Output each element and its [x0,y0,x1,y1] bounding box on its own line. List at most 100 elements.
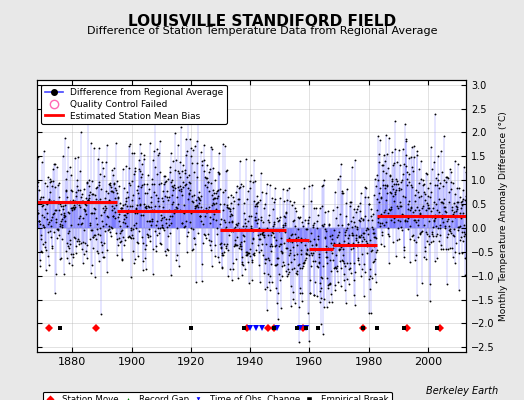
Point [287,283,295,289]
Point [346,218,355,224]
Point [66,241,74,247]
Point [144,232,152,238]
Point [32,187,41,193]
Point [237,272,246,278]
Point [432,200,440,207]
Point [355,217,363,223]
Point [86,236,94,242]
Point [441,208,449,214]
Point [279,198,288,204]
Point [279,222,287,228]
Point [58,224,66,230]
Point [34,210,42,216]
Point [192,202,201,208]
Point [112,140,121,146]
Point [139,240,147,246]
Point [188,192,196,199]
Point [333,268,342,274]
Point [152,222,160,228]
Point [127,274,135,280]
Point [423,171,431,177]
Point [113,252,121,258]
Point [364,217,372,223]
Point [236,184,245,191]
Point [310,292,319,298]
Point [409,168,418,174]
Point [195,189,203,196]
Point [326,233,334,239]
Point [451,214,459,220]
Point [299,223,307,229]
Point [357,215,365,222]
Point [48,242,56,249]
Point [238,254,247,260]
Point [113,178,122,184]
Point [277,249,286,255]
Point [210,201,219,208]
Point [95,225,104,232]
Point [122,194,130,201]
Point [452,213,461,219]
Point [372,249,380,256]
Point [224,247,233,253]
Point [194,195,203,201]
Point [53,164,61,170]
Point [35,186,43,193]
Point [381,182,389,188]
Point [75,238,83,244]
Point [280,262,289,268]
Point [72,243,80,249]
Point [165,207,173,213]
Point [194,193,203,200]
Point [88,262,96,268]
Point [446,178,455,185]
Point [103,190,112,196]
Point [36,257,45,264]
Point [36,196,44,202]
Point [213,194,221,201]
Point [177,123,185,130]
Point [149,148,158,154]
Point [277,304,286,311]
Point [419,177,427,184]
Point [289,198,298,205]
Point [97,218,106,224]
Point [180,182,189,188]
Point [390,198,399,204]
Point [91,274,99,280]
Point [41,199,50,206]
Point [247,213,255,220]
Point [95,145,103,151]
Point [195,213,204,220]
Point [151,202,159,209]
Point [297,247,305,254]
Point [444,231,453,237]
Point [375,151,384,157]
Point [97,239,105,245]
Point [39,240,47,247]
Point [275,216,283,223]
Point [350,292,358,298]
Point [440,196,449,202]
Point [359,217,367,223]
Point [230,226,238,232]
Point [265,212,273,219]
Point [54,207,63,214]
Text: Difference of Station Temperature Data from Regional Average: Difference of Station Temperature Data f… [87,26,437,36]
Point [240,232,248,239]
Point [245,185,254,192]
Point [161,179,170,185]
Point [92,185,100,191]
Point [319,222,327,229]
Point [342,300,350,307]
Point [115,218,124,224]
Point [139,266,147,273]
Point [221,219,229,225]
Point [441,209,450,215]
Point [58,198,67,205]
Point [244,218,253,224]
Point [444,189,453,196]
Point [431,212,439,218]
Point [345,281,353,287]
Point [79,215,87,221]
